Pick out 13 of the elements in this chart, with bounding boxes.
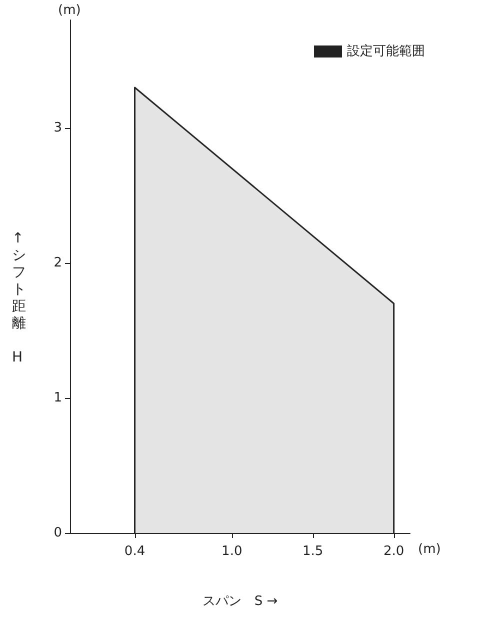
- x-tick-label: 1.0: [222, 544, 242, 559]
- y-tick-label: 3: [54, 120, 62, 136]
- y-tick-label: 2: [54, 256, 62, 270]
- x-tick-label: 2.0: [383, 544, 404, 559]
- x-tick-label: 0.4: [124, 544, 146, 559]
- legend-label: 設定可能範囲: [347, 44, 425, 59]
- x-tick-label: 1.5: [302, 544, 324, 559]
- y-tick-label: 0: [54, 526, 62, 540]
- x-axis-title: スパン S →: [202, 594, 278, 609]
- text: (m): [418, 542, 441, 557]
- text: ↑シフト距離 H: [12, 230, 26, 366]
- y-tick-label: 1: [54, 390, 62, 406]
- text: (m): [58, 3, 81, 18]
